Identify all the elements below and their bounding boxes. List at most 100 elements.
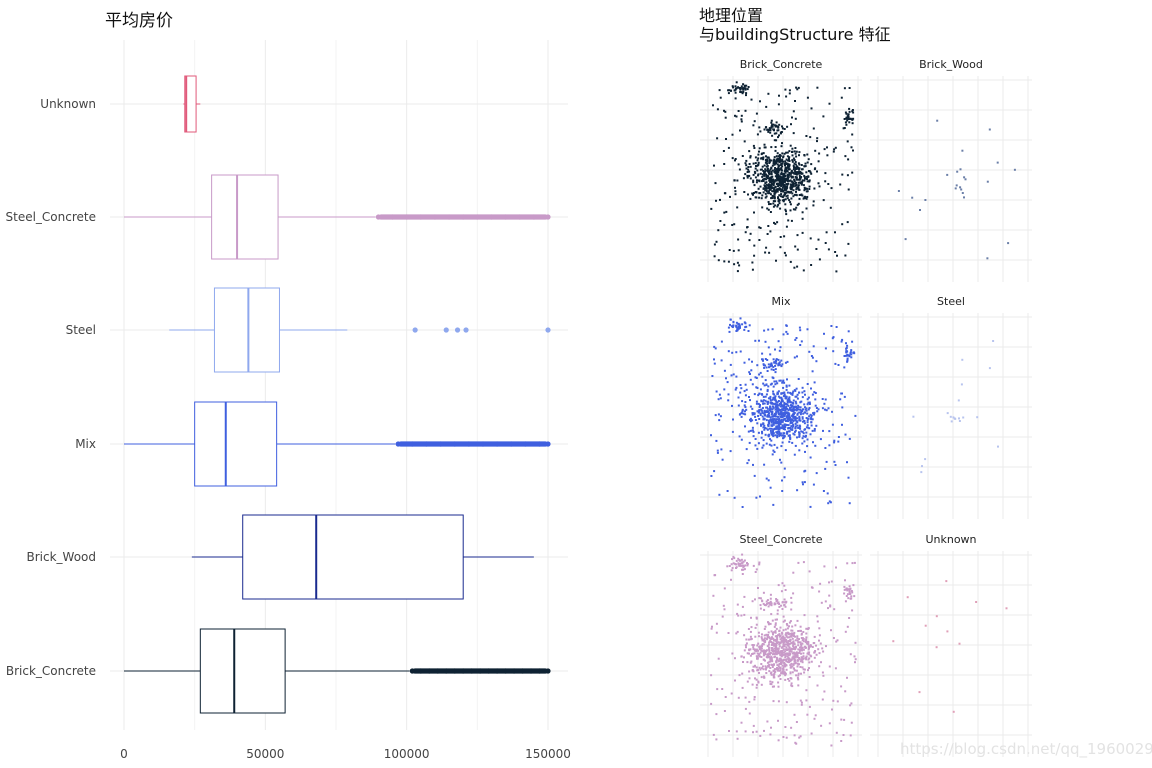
- scatter-point: [793, 159, 796, 161]
- scatter-point: [780, 131, 783, 133]
- scatter-point: [774, 204, 777, 207]
- scatter-point: [772, 160, 775, 163]
- box-iqr: [213, 287, 280, 373]
- scatter-point: [715, 390, 718, 393]
- scatter-point: [787, 633, 790, 636]
- scatter-point: [785, 225, 788, 228]
- scatter-point: [778, 202, 781, 205]
- scatter-point: [793, 713, 796, 716]
- scatter-point: [714, 574, 717, 577]
- scatter-point: [794, 245, 797, 248]
- scatter-point: [758, 418, 761, 420]
- scatter-point: [741, 605, 744, 608]
- scatter-point: [755, 678, 758, 681]
- scatter-point: [936, 119, 939, 122]
- scatter-point: [784, 605, 787, 608]
- scatter-point: [774, 652, 777, 655]
- scatter-point: [762, 191, 765, 194]
- scatter-point: [793, 411, 796, 414]
- scatter-point: [769, 230, 772, 233]
- scatter-point: [715, 622, 718, 625]
- scatter-point: [803, 422, 806, 425]
- scatter-point: [733, 557, 736, 560]
- scatter-point: [962, 416, 965, 419]
- scatter-point: [772, 420, 775, 423]
- scatter-point: [736, 206, 739, 209]
- scatter-point: [760, 683, 763, 686]
- scatter-point: [808, 646, 810, 649]
- scatter-point: [766, 359, 769, 361]
- scatter-point: [735, 559, 738, 562]
- scatter-point: [737, 327, 739, 330]
- scatter-point: [765, 650, 768, 653]
- scatter-point: [779, 379, 782, 382]
- scatter-point: [852, 117, 855, 120]
- scatter-point: [793, 642, 796, 645]
- scatter-point: [749, 417, 752, 420]
- scatter-point: [777, 392, 779, 395]
- scatter-point: [803, 481, 806, 484]
- scatter-point: [742, 564, 744, 567]
- scatter-point: [743, 634, 746, 637]
- scatter-point: [794, 418, 797, 421]
- scatter-point: [956, 170, 959, 173]
- scatter-point: [760, 168, 763, 171]
- scatter-point: [785, 397, 787, 400]
- scatter-point: [767, 192, 770, 195]
- scatter-point: [765, 186, 768, 189]
- scatter-point: [734, 190, 737, 193]
- scatter-point: [793, 662, 796, 665]
- scatter-point: [773, 168, 776, 171]
- scatter-point: [800, 409, 803, 412]
- scatter-point: [788, 157, 790, 160]
- scatter-point: [769, 486, 772, 489]
- scatter-point: [810, 387, 812, 390]
- scatter-point: [788, 179, 791, 182]
- scatter-point: [808, 676, 811, 678]
- scatter-point: [777, 179, 780, 182]
- scatter-point: [772, 184, 775, 187]
- scatter-point: [749, 405, 752, 408]
- scatter-point: [811, 429, 814, 432]
- scatter-point: [782, 638, 785, 641]
- scatter-point: [764, 395, 767, 398]
- scatter-point: [771, 408, 774, 411]
- scatter-point: [782, 179, 785, 182]
- scatter-point: [736, 737, 739, 740]
- scatter-point: [771, 650, 774, 652]
- scatter-point: [777, 173, 780, 176]
- scatter-point: [723, 223, 726, 226]
- scatter-point: [790, 401, 793, 404]
- scatter-point: [781, 654, 784, 657]
- scatter-point: [807, 170, 810, 172]
- scatter-point: [740, 415, 743, 418]
- scatter-point: [768, 414, 771, 417]
- scatter-point: [809, 171, 812, 174]
- scatter-point: [756, 159, 759, 162]
- scatter-point: [778, 161, 781, 164]
- scatter-point: [798, 431, 800, 434]
- scatter-point: [793, 166, 795, 169]
- scatter-point: [803, 174, 806, 177]
- scatter-point: [713, 362, 716, 365]
- scatter-point: [959, 168, 962, 171]
- scatter-point: [796, 265, 799, 268]
- scatter-point: [790, 658, 793, 661]
- scatter-point: [772, 421, 775, 424]
- facet-strip-label: Brick_Wood: [919, 58, 983, 71]
- scatter-point: [796, 639, 799, 642]
- scatter-point: [790, 197, 793, 200]
- scatter-point: [777, 665, 780, 668]
- scatter-point: [797, 171, 800, 174]
- scatter-point: [719, 220, 722, 222]
- scatter-point: [739, 391, 742, 394]
- scatter-point: [771, 647, 774, 649]
- scatter-point: [924, 458, 927, 461]
- scatter-point: [741, 408, 744, 411]
- scatter-point: [792, 571, 795, 574]
- scatter-point: [773, 685, 775, 688]
- scatter-point: [726, 565, 729, 568]
- scatter-point: [774, 149, 777, 152]
- scatter-point: [814, 714, 817, 717]
- scatter-point: [801, 416, 804, 419]
